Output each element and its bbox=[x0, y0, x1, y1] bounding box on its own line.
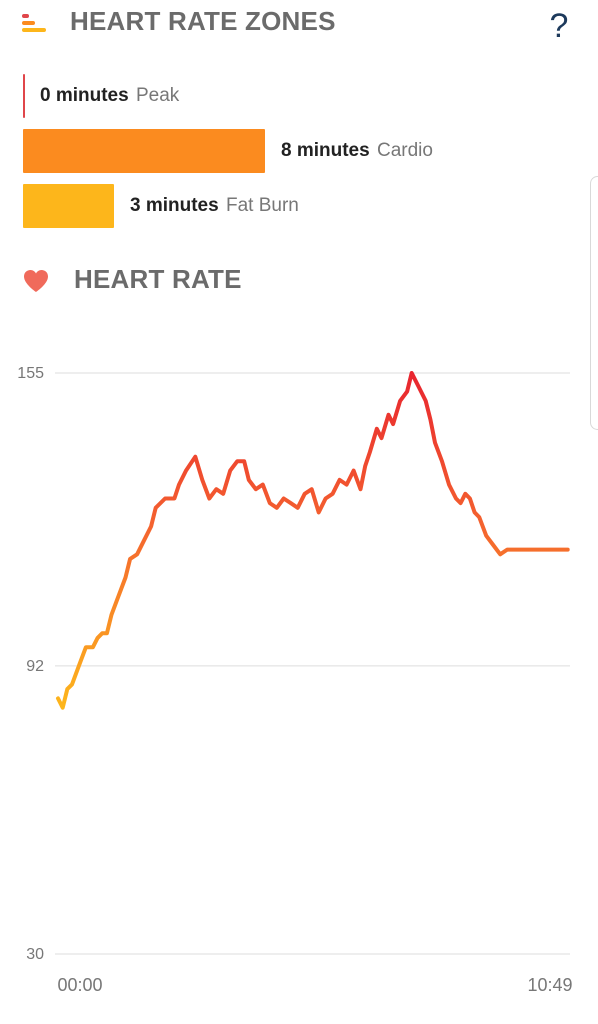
zone-row-fat-burn: 3 minutes Fat Burn bbox=[23, 184, 299, 228]
zones-icon bbox=[22, 13, 48, 35]
zone-name: Fat Burn bbox=[225, 195, 299, 216]
y-axis-ticks: 155 92 30 bbox=[17, 365, 44, 963]
zone-bar-peak bbox=[23, 74, 25, 118]
heart-rate-line bbox=[56, 371, 570, 710]
side-panel-edge[interactable] bbox=[590, 176, 598, 430]
y-tick-label: 155 bbox=[17, 365, 44, 382]
zone-minutes: 0 minutes bbox=[40, 85, 129, 106]
zone-bar-fat-burn bbox=[23, 184, 114, 228]
zone-row-peak: 0 minutes Peak bbox=[23, 74, 179, 118]
heart-rate-title: HEART RATE bbox=[74, 264, 242, 294]
heart-icon bbox=[22, 268, 50, 294]
help-icon[interactable]: ? bbox=[549, 7, 569, 45]
x-tick-label: 10:49 bbox=[527, 975, 572, 995]
x-axis-ticks: 00:00 10:49 bbox=[57, 975, 572, 995]
zone-minutes: 8 minutes bbox=[281, 140, 370, 161]
zone-minutes: 3 minutes bbox=[130, 195, 219, 216]
zone-name: Cardio bbox=[376, 140, 433, 161]
y-tick-label: 92 bbox=[26, 658, 44, 675]
y-tick-label: 30 bbox=[26, 946, 44, 963]
chart-grid bbox=[55, 372, 570, 955]
chart-series bbox=[56, 371, 570, 710]
zone-name: Peak bbox=[135, 85, 180, 106]
x-tick-label: 00:00 bbox=[57, 975, 102, 995]
heart-rate-chart[interactable]: 155 92 30 00:00 10:49 bbox=[0, 340, 598, 1024]
zones-title: HEART RATE ZONES bbox=[70, 6, 336, 36]
zone-row-cardio: 8 minutes Cardio bbox=[23, 129, 433, 173]
zone-bar-cardio bbox=[23, 129, 265, 173]
